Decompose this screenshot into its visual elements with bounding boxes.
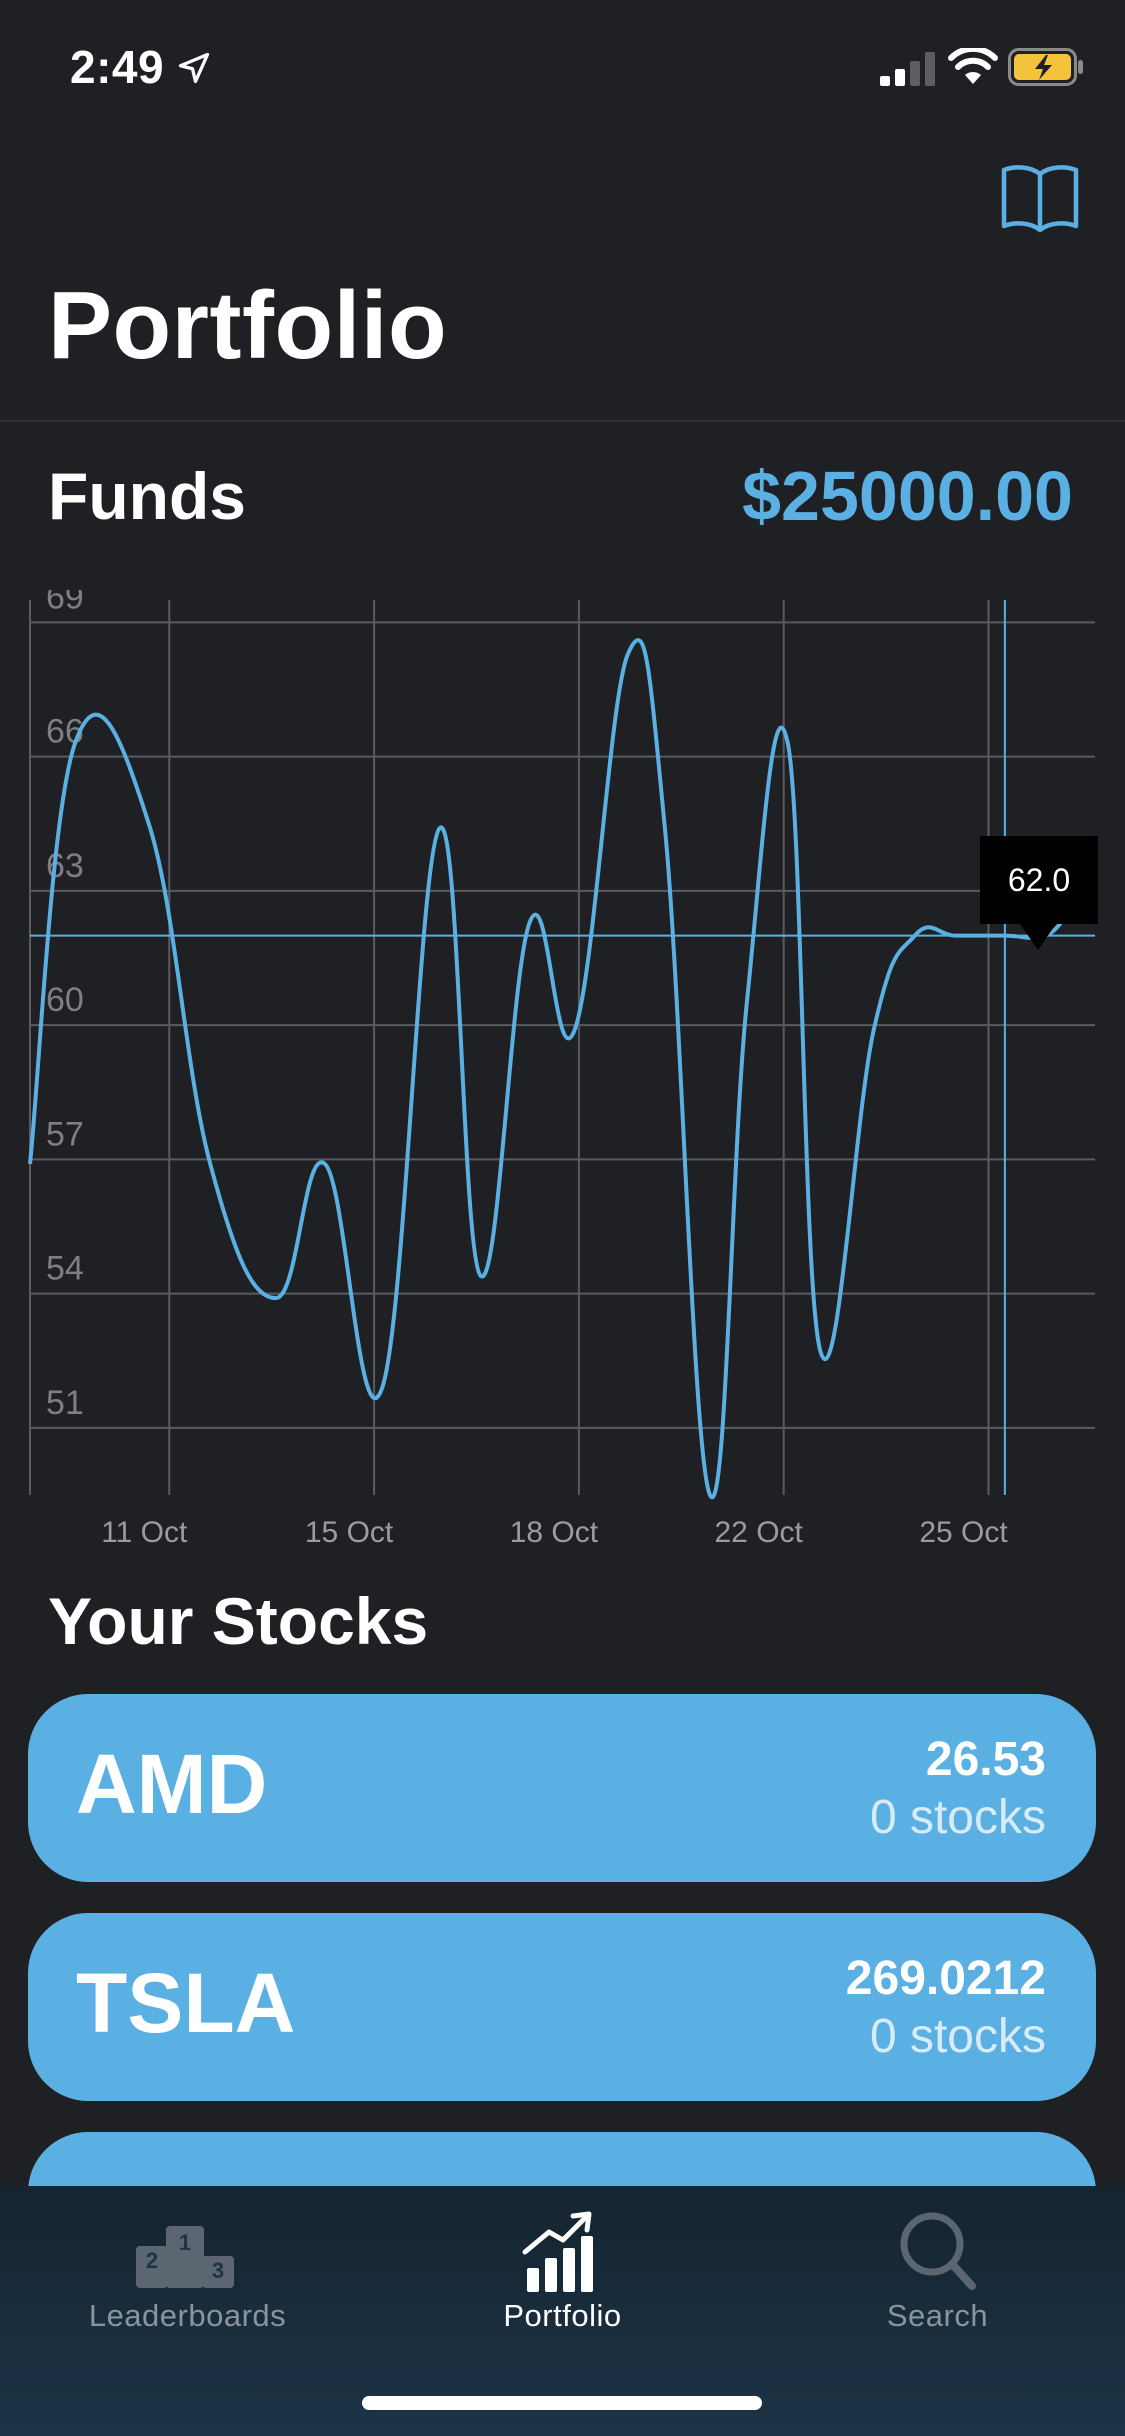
- svg-text:3: 3: [212, 2258, 224, 2283]
- tab-label: Portfolio: [503, 2298, 622, 2333]
- x-tick-label: 22 Oct: [715, 1516, 804, 1549]
- funds-label: Funds: [48, 459, 246, 533]
- tab-label: Leaderboards: [88, 2298, 287, 2333]
- x-tick-label: 25 Oct: [919, 1516, 1008, 1549]
- funds-chart[interactable]: 69 66 63 60 57 54 51 11 Oct 15 Oct 18 Oct 22 Oct 25…: [0, 590, 1125, 1550]
- stock-card-amd[interactable]: AMD 26.53 0 stocks: [28, 1694, 1096, 1882]
- page-title: Portfolio: [48, 272, 448, 379]
- magnifier-icon: [900, 2212, 976, 2290]
- tab-bar: 1 2 3 Leaderboards Portfolio Search: [0, 2186, 1125, 2436]
- x-tick-label: 15 Oct: [305, 1516, 394, 1549]
- stock-price: 269.0212: [845, 1952, 1046, 2005]
- svg-text:1: 1: [179, 2230, 191, 2255]
- book-icon[interactable]: [1000, 160, 1080, 234]
- header-divider: [0, 420, 1125, 422]
- funds-value: $25000.00: [742, 457, 1073, 535]
- battery-charging-icon: [1008, 48, 1083, 86]
- chart-tooltip-arrow: [1020, 924, 1056, 950]
- stock-card-tsla[interactable]: TSLA 269.0212 0 stocks: [28, 1913, 1096, 2101]
- status-time: 2:49: [70, 41, 165, 93]
- stock-price: 26.53: [925, 1733, 1046, 1786]
- series-line: [28, 638, 1072, 1500]
- home-indicator: [362, 2396, 762, 2410]
- y-tick-label: 57: [46, 1115, 84, 1153]
- x-tick-label: 11 Oct: [101, 1516, 188, 1549]
- stock-quantity: 0 stocks: [869, 2010, 1046, 2063]
- location-arrow-icon: [178, 52, 210, 84]
- podium-icon: 1 2 3: [136, 2226, 234, 2288]
- tab-leaderboards[interactable]: 1 2 3 Leaderboards: [0, 2186, 375, 2386]
- chart-trending-icon: [522, 2211, 593, 2292]
- y-tick-label: 60: [46, 981, 84, 1019]
- wifi-icon: [948, 48, 998, 84]
- cellular-signal-icon: [880, 52, 935, 86]
- svg-text:2: 2: [146, 2248, 158, 2273]
- stock-symbol: TSLA: [76, 1956, 296, 2050]
- tab-label: Search: [886, 2298, 989, 2333]
- y-tick-label: 54: [46, 1250, 84, 1288]
- chart-tooltip: 62.0: [980, 836, 1098, 924]
- tab-search[interactable]: Search: [750, 2186, 1125, 2386]
- stocks-section-title: Your Stocks: [48, 1584, 429, 1658]
- stock-quantity: 0 stocks: [869, 1791, 1046, 1844]
- stock-symbol: AMD: [76, 1737, 268, 1831]
- x-tick-label: 18 Oct: [510, 1516, 599, 1549]
- tab-portfolio[interactable]: Portfolio: [375, 2186, 750, 2386]
- y-tick-label: 51: [46, 1384, 84, 1422]
- y-tick-label: 69: [46, 590, 84, 616]
- status-bar: 2:49: [0, 0, 1125, 130]
